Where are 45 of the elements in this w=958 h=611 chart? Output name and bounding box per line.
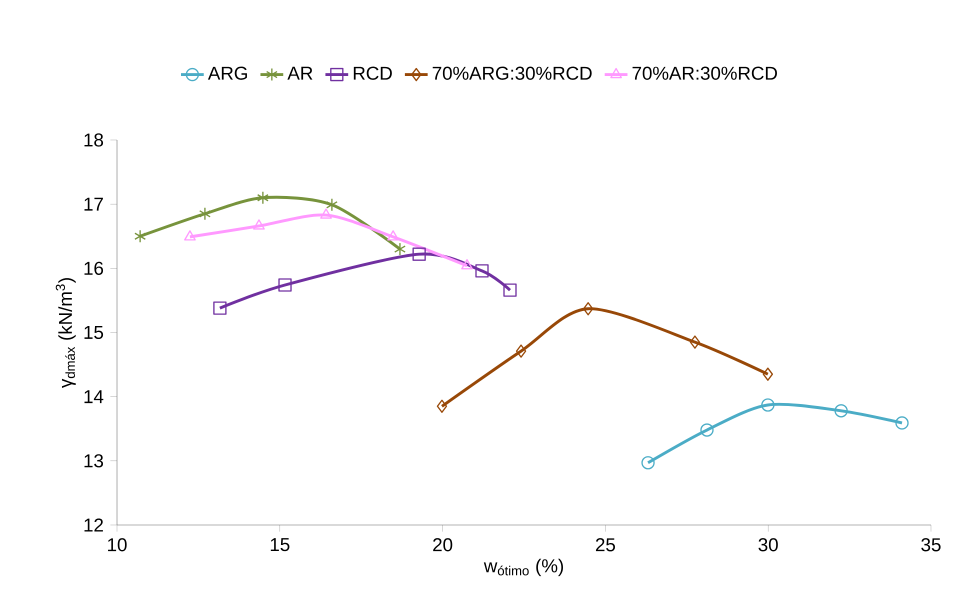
y-tick-label: 12 bbox=[84, 518, 103, 532]
x-tick-label: 30 bbox=[758, 538, 778, 552]
x-tick-label: 20 bbox=[433, 538, 452, 552]
point bbox=[257, 191, 269, 204]
point bbox=[213, 301, 227, 315]
point bbox=[394, 242, 406, 256]
y-tick-label: 18 bbox=[84, 133, 104, 147]
point bbox=[387, 230, 399, 241]
legend-label: RCD bbox=[354, 66, 392, 80]
x-axis-title: w$_{ótimo}$ (%) bbox=[484, 558, 563, 576]
point bbox=[690, 335, 700, 349]
point bbox=[412, 248, 426, 261]
point bbox=[184, 230, 196, 241]
point bbox=[475, 264, 489, 278]
point bbox=[461, 259, 473, 270]
point bbox=[895, 416, 909, 430]
x-tick-label: 15 bbox=[270, 538, 290, 552]
x-tick-label: 10 bbox=[108, 538, 127, 552]
x-tick-label: 25 bbox=[596, 538, 615, 552]
point bbox=[134, 230, 146, 243]
y-tick-label: 14 bbox=[84, 390, 104, 404]
point bbox=[253, 219, 265, 230]
point bbox=[761, 398, 775, 412]
point bbox=[199, 207, 211, 220]
point bbox=[582, 302, 594, 316]
point bbox=[278, 278, 292, 292]
legend-label: AR bbox=[287, 66, 312, 80]
legend-label: 70%ARG:30%RCD bbox=[432, 66, 592, 80]
point bbox=[320, 208, 332, 219]
x-tick-label: 35 bbox=[921, 538, 941, 552]
y-tick-label: 17 bbox=[84, 198, 103, 211]
point bbox=[834, 404, 848, 418]
y-tick-label: 13 bbox=[84, 454, 104, 468]
point bbox=[762, 368, 774, 381]
point bbox=[503, 283, 517, 297]
point bbox=[641, 456, 655, 470]
point bbox=[516, 344, 526, 358]
point bbox=[326, 198, 338, 212]
y-tick-label: 16 bbox=[84, 262, 104, 275]
y-tick-label: 15 bbox=[84, 326, 104, 340]
legend-label: 70%AR:30%RCD bbox=[632, 66, 777, 80]
legend-label: ARG bbox=[208, 66, 247, 80]
point bbox=[436, 400, 448, 413]
point bbox=[700, 423, 714, 437]
y-axis-title: γ$_{dmáx}$ (kN/m$^{3}$) bbox=[56, 278, 76, 388]
